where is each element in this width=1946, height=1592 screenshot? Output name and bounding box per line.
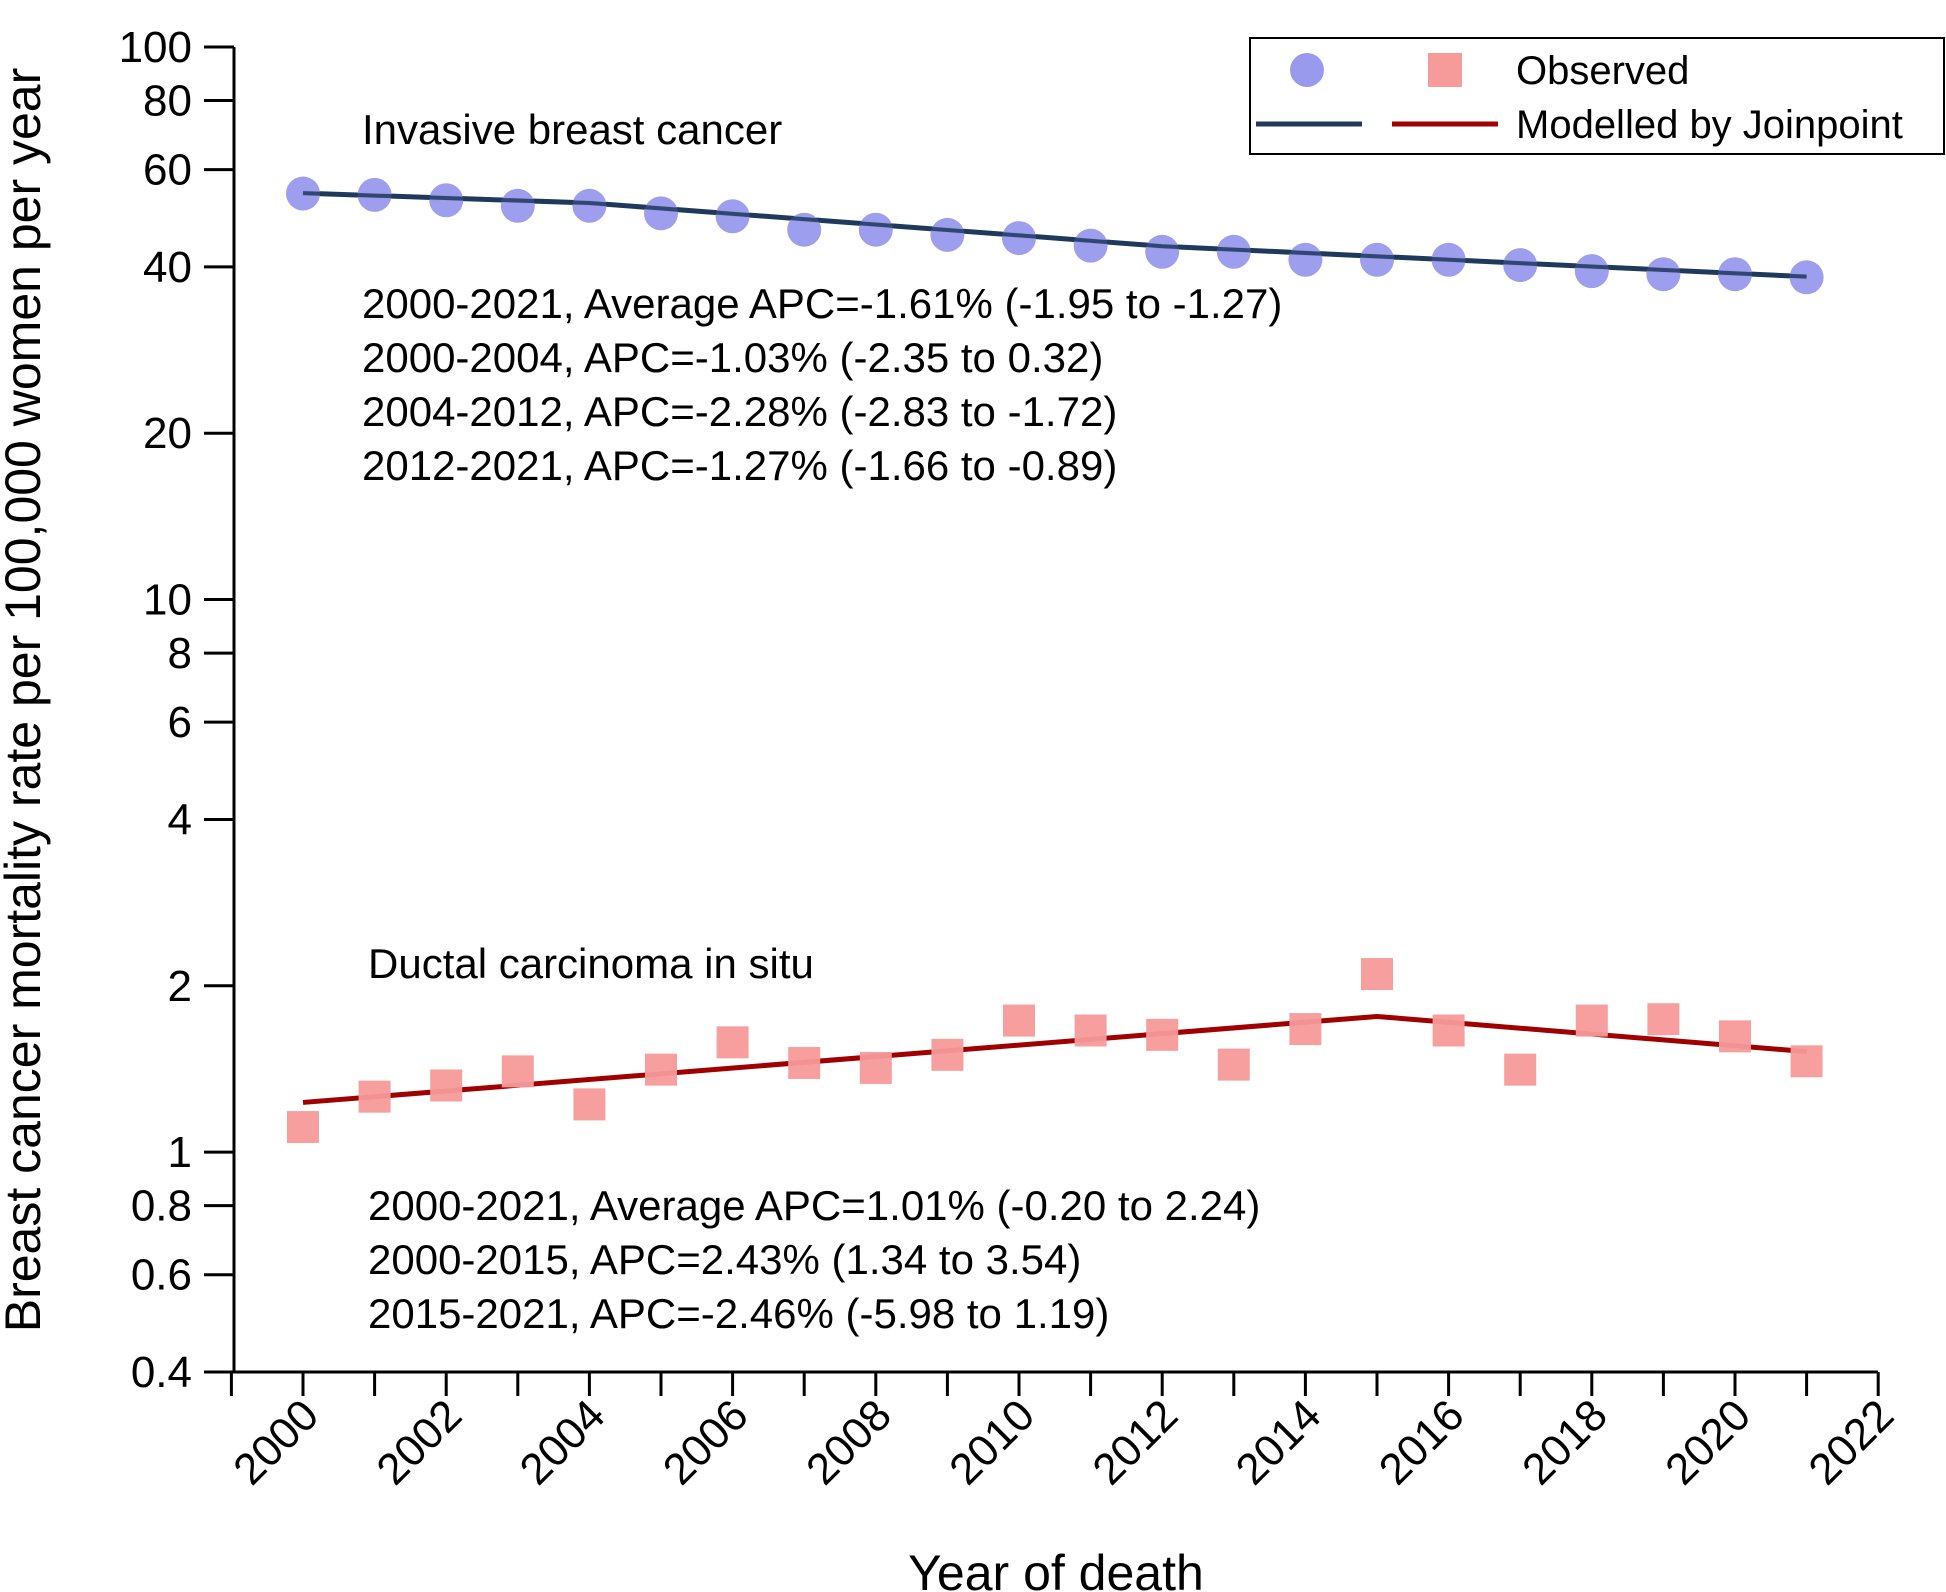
y-tick-label: 80 bbox=[143, 77, 192, 126]
dcis-annotation: Ductal carcinoma in situ 2000-2021, Aver… bbox=[368, 940, 1260, 1337]
invasive-apc-line: 2004-2012, APC=-2.28% (-2.83 to -1.72) bbox=[362, 388, 1117, 435]
dcis-observed-point bbox=[1719, 1020, 1751, 1053]
dcis-observed-point bbox=[573, 1088, 606, 1121]
x-tick-label: 2008 bbox=[797, 1390, 901, 1494]
dcis-observed-point bbox=[788, 1046, 821, 1079]
x-tick-label: 2018 bbox=[1513, 1390, 1617, 1494]
dcis-observed-point bbox=[1289, 1013, 1322, 1046]
dcis-observed-point bbox=[1790, 1045, 1823, 1078]
x-tick-label: 2014 bbox=[1227, 1390, 1331, 1494]
dcis-observed-point bbox=[1647, 1003, 1680, 1036]
dcis-observed-point bbox=[1575, 1004, 1608, 1037]
invasive-observed-point bbox=[1073, 228, 1108, 263]
y-tick-label: 4 bbox=[168, 795, 192, 844]
x-tick-label: 2004 bbox=[511, 1390, 615, 1494]
x-tick-label: 2022 bbox=[1799, 1390, 1903, 1494]
invasive-observed-point bbox=[429, 183, 464, 218]
invasive-observed-point bbox=[1646, 257, 1681, 292]
legend: Observed Modelled by Joinpoint bbox=[1249, 37, 1945, 155]
invasive-observed-point bbox=[500, 188, 535, 223]
y-tick-label: 8 bbox=[168, 629, 192, 678]
y-tick-label: 0.4 bbox=[131, 1348, 192, 1397]
invasive-observed-point bbox=[1789, 260, 1824, 295]
dcis-title: Ductal carcinoma in situ bbox=[368, 940, 814, 987]
invasive-observed-point bbox=[1216, 234, 1251, 269]
y-tick-label: 0.8 bbox=[131, 1182, 192, 1231]
dcis-observed-point bbox=[430, 1069, 463, 1102]
y-tick-label: 100 bbox=[119, 23, 192, 72]
dcis-observed-point bbox=[501, 1055, 534, 1088]
dcis-observed-point bbox=[716, 1026, 749, 1059]
x-axis-title: Year of death bbox=[908, 1545, 1204, 1592]
invasive-observed-point bbox=[1288, 242, 1323, 277]
invasive-apc-line: 2012-2021, APC=-1.27% (-1.66 to -0.89) bbox=[362, 442, 1117, 489]
x-tick-label: 2006 bbox=[654, 1390, 758, 1494]
dcis-observed-point bbox=[931, 1038, 964, 1071]
dcis-observed-point bbox=[1074, 1014, 1107, 1047]
y-tick-label: 2 bbox=[168, 962, 192, 1011]
dcis-observed-point bbox=[1361, 958, 1393, 991]
invasive-observed-point bbox=[858, 212, 893, 247]
y-tick-label: 0.6 bbox=[131, 1251, 192, 1300]
legend-invasive-observed-marker bbox=[1290, 53, 1324, 87]
invasive-observed-point bbox=[644, 196, 678, 231]
invasive-title: Invasive breast cancer bbox=[362, 106, 782, 153]
dcis-observed-point bbox=[1146, 1018, 1179, 1051]
dcis-observed-point bbox=[1003, 1004, 1035, 1037]
invasive-modelled-line-overlay bbox=[302, 191, 1807, 279]
dcis-observed-point bbox=[1504, 1053, 1537, 1086]
x-tick-label: 2012 bbox=[1083, 1390, 1187, 1494]
y-tick-label: 6 bbox=[168, 698, 192, 747]
dcis-observed-point bbox=[287, 1111, 319, 1144]
dcis-observed-point bbox=[358, 1080, 391, 1113]
invasive-observed-point bbox=[1360, 242, 1394, 277]
dcis-observed-point bbox=[1217, 1048, 1250, 1081]
y-ticks: 0.4 0.6 0.8 1 2 4 6 810 20 40 60 80 100 bbox=[119, 23, 234, 1397]
invasive-observed-point bbox=[1145, 234, 1180, 269]
invasive-observed-point bbox=[1574, 254, 1609, 289]
dcis-observed-point bbox=[1432, 1014, 1465, 1047]
invasive-observed-point bbox=[1002, 221, 1036, 256]
dcis-apc-line: 2000-2015, APC=2.43% (1.34 to 3.54) bbox=[368, 1236, 1081, 1283]
invasive-observed-point bbox=[572, 188, 607, 223]
legend-dcis-observed-marker bbox=[1428, 53, 1462, 87]
invasive-observed-point bbox=[930, 217, 965, 252]
invasive-annotation: Invasive breast cancer 2000-2021, Averag… bbox=[362, 106, 1282, 489]
x-tick-label: 2010 bbox=[940, 1390, 1044, 1494]
axes bbox=[232, 47, 1878, 1374]
x-tick-label: 2002 bbox=[367, 1390, 471, 1494]
y-tick-label: 10 bbox=[143, 576, 192, 625]
dcis-apc-line: 2000-2021, Average APC=1.01% (-0.20 to 2… bbox=[368, 1182, 1260, 1229]
y-tick-label: 60 bbox=[143, 146, 192, 195]
x-tick-label: 2016 bbox=[1370, 1390, 1474, 1494]
invasive-observed-point bbox=[715, 199, 750, 234]
invasive-apc-line: 2000-2021, Average APC=-1.61% (-1.95 to … bbox=[362, 280, 1282, 327]
dcis-apc-line: 2015-2021, APC=-2.46% (-5.98 to 1.19) bbox=[368, 1290, 1109, 1337]
dcis-observed-point bbox=[645, 1053, 677, 1086]
x-ticks: 2000 2002 2004 2006 2008 2010 2012 2014 2016 2018… bbox=[224, 1372, 1903, 1494]
legend-observed-label: Observed bbox=[1516, 49, 1689, 93]
y-tick-label: 40 bbox=[143, 243, 192, 292]
dcis-observed-point bbox=[859, 1051, 892, 1084]
y-axis-title: Breast cancer mortality rate per 100,000… bbox=[0, 68, 51, 1333]
x-tick-label: 2020 bbox=[1656, 1390, 1760, 1494]
legend-modelled-label: Modelled by Joinpoint bbox=[1516, 103, 1903, 147]
y-tick-label: 1 bbox=[168, 1128, 192, 1177]
legend-box bbox=[1249, 37, 1945, 155]
x-tick-label: 2000 bbox=[224, 1390, 328, 1494]
series-layer bbox=[286, 176, 1824, 1144]
invasive-apc-line: 2000-2004, APC=-1.03% (-2.35 to 0.32) bbox=[362, 334, 1103, 381]
y-tick-label: 20 bbox=[143, 409, 192, 458]
